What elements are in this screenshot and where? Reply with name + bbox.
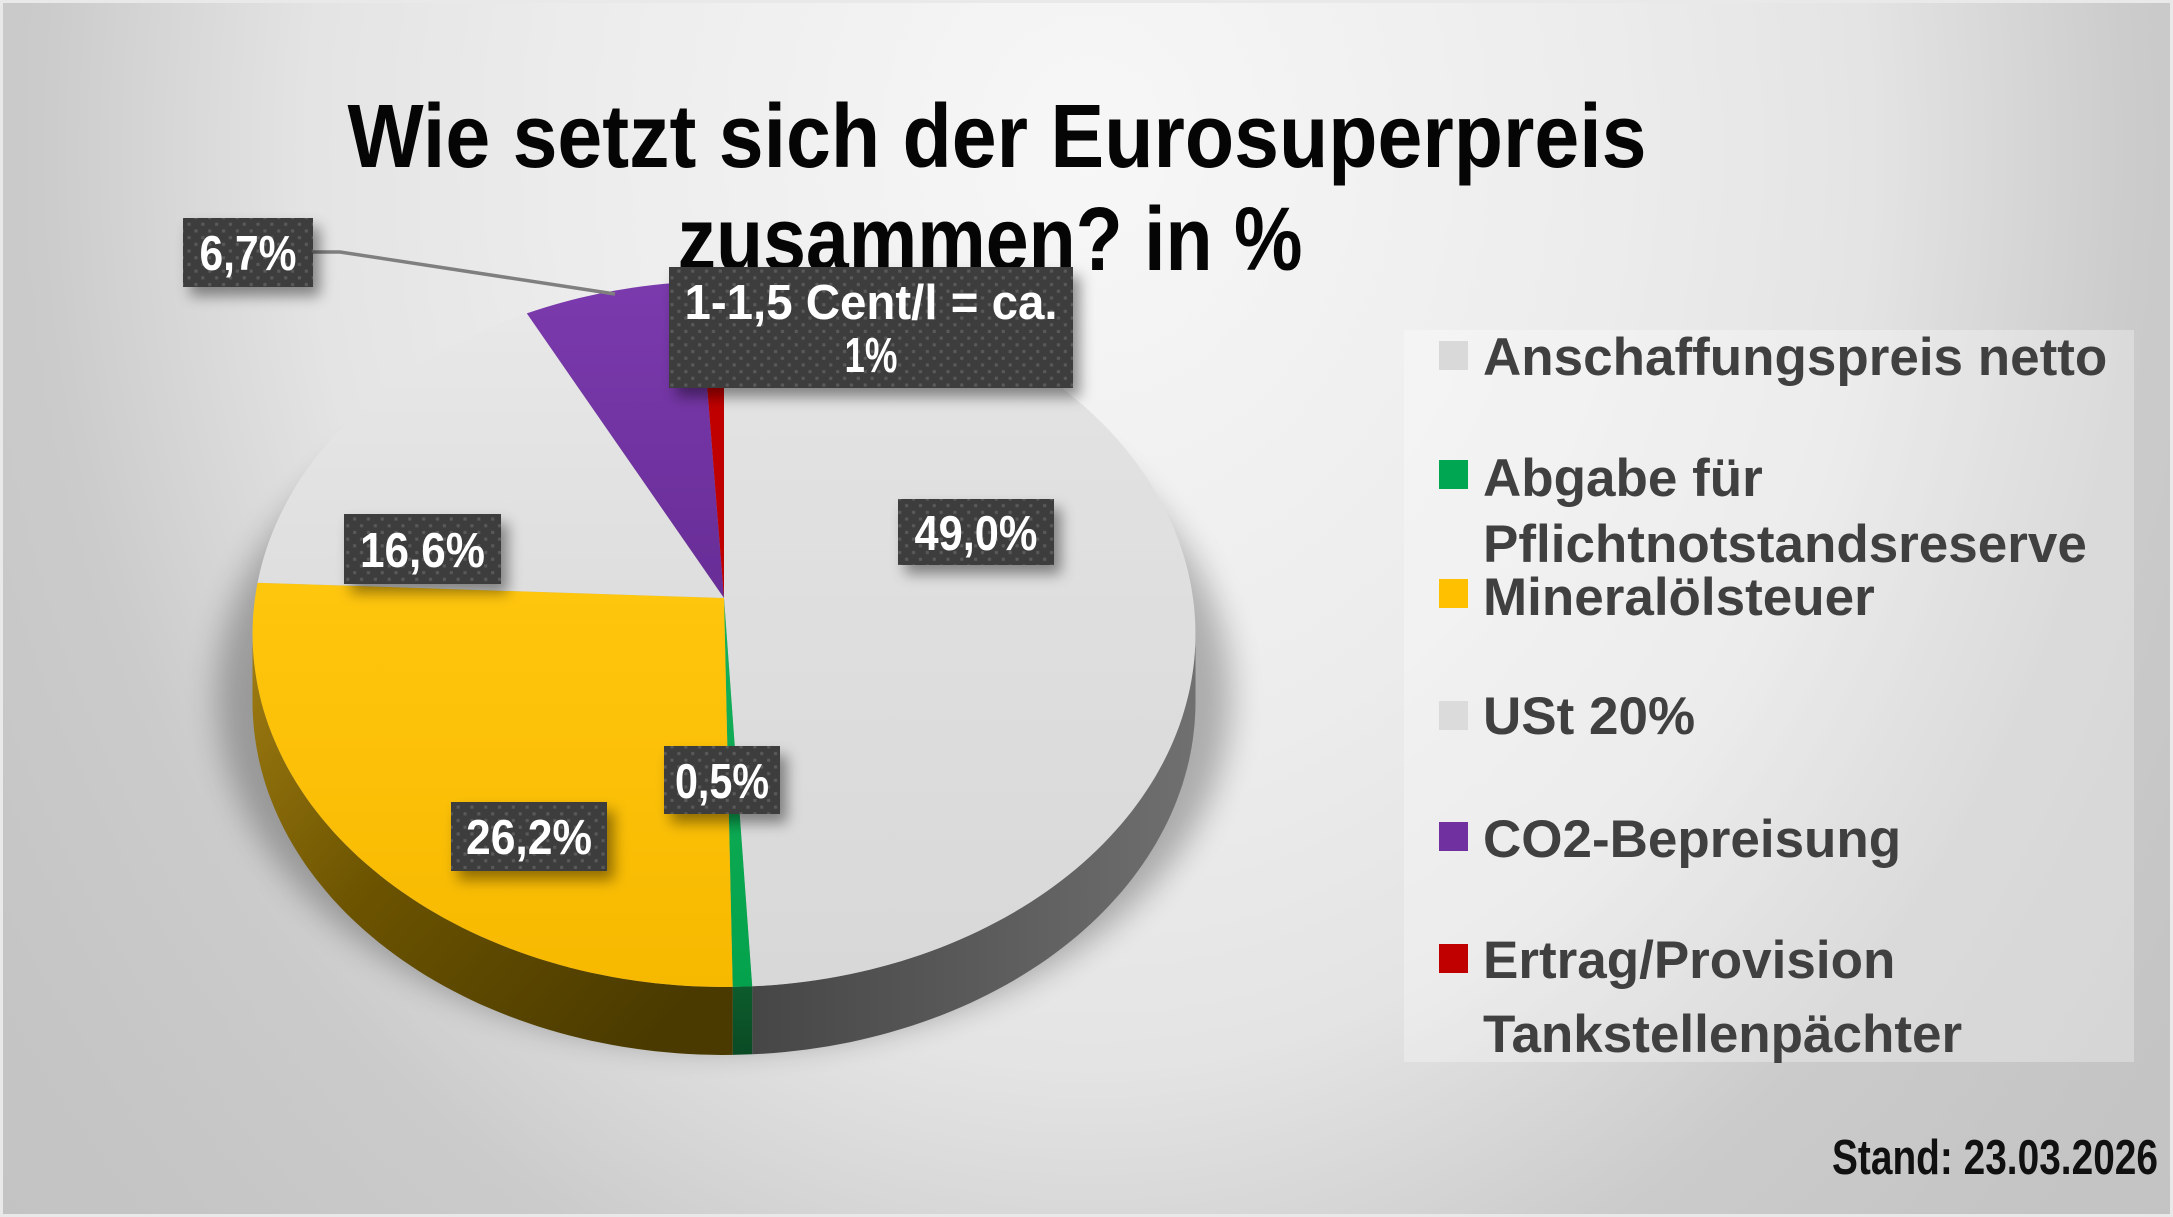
svg-text:1-1,5 Cent/l = ca.: 1-1,5 Cent/l = ca. bbox=[685, 276, 1058, 330]
svg-text:Pflichtnotstandsreserve: Pflichtnotstandsreserve bbox=[1483, 515, 2087, 574]
svg-text:Abgabe für: Abgabe für bbox=[1483, 449, 1763, 508]
svg-text:Mineralölsteuer: Mineralölsteuer bbox=[1483, 568, 1875, 627]
svg-text:Anschaffungspreis netto: Anschaffungspreis netto bbox=[1483, 328, 2107, 387]
svg-text:Ertrag/Provision: Ertrag/Provision bbox=[1483, 931, 1895, 990]
svg-text:26,2%: 26,2% bbox=[466, 811, 592, 865]
svg-text:Wie setzt sich der Eurosuperpr: Wie setzt sich der Eurosuperpreis bbox=[348, 87, 1647, 187]
svg-text:16,6%: 16,6% bbox=[360, 524, 485, 578]
svg-text:0,5%: 0,5% bbox=[675, 755, 769, 809]
svg-text:Stand: 23.03.2026: Stand: 23.03.2026 bbox=[1832, 1131, 2158, 1185]
svg-text:CO2-Bepreisung: CO2-Bepreisung bbox=[1483, 810, 1901, 869]
svg-text:Tankstellenpächter: Tankstellenpächter bbox=[1483, 1005, 1962, 1064]
svg-text:6,7%: 6,7% bbox=[200, 227, 297, 281]
svg-text:1%: 1% bbox=[845, 329, 898, 383]
svg-text:49,0%: 49,0% bbox=[915, 507, 1038, 561]
svg-text:USt 20%: USt 20% bbox=[1483, 687, 1695, 746]
